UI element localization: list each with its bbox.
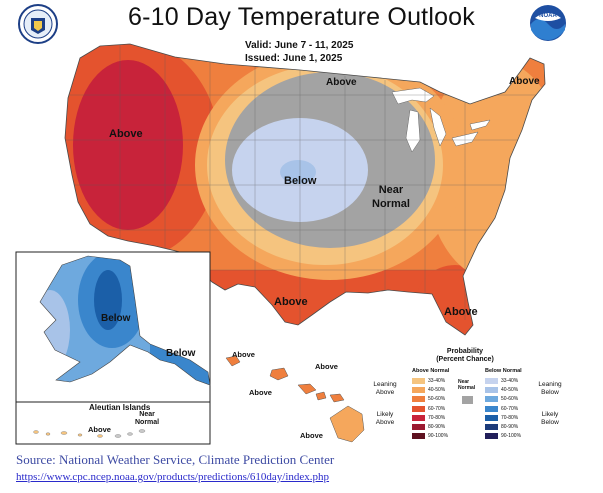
legend-above-bin: 60-70% — [428, 405, 446, 412]
label-panhandle: Below — [166, 348, 196, 359]
label-hawaii-2: Above — [315, 362, 338, 371]
legend-above-bin: 80-90% — [428, 424, 446, 430]
legend-below-swatch — [485, 378, 498, 384]
legend-below-bin: 90-100% — [501, 433, 522, 440]
legend-near-swatch — [462, 396, 473, 404]
label-west: Above — [109, 128, 143, 140]
label-aleutian-east: Near Normal — [135, 411, 160, 426]
legend-above-bin: 40-50% — [428, 387, 446, 394]
legend-above-swatch — [412, 414, 425, 421]
legend-below-bin: 70-80% — [501, 414, 519, 421]
legend-below-swatch — [485, 396, 498, 403]
legend-likely-above: Likely Above — [375, 411, 395, 426]
svg-text:NOAA: NOAA — [539, 13, 557, 19]
legend-below-header: Below Normal — [485, 368, 522, 374]
commerce-seal — [18, 4, 58, 44]
legend-leaning-below: Leaning Below — [538, 381, 562, 396]
legend: Probability (Percent Chance) Above Norma… — [365, 348, 570, 444]
valid-dates: Valid: June 7 - 11, 2025 — [245, 40, 354, 51]
legend-above-bin: 50-60% — [428, 396, 446, 403]
legend-above-swatch — [412, 433, 425, 440]
legend-title: Probability (Percent Chance) — [436, 348, 494, 363]
legend-above-swatch — [412, 405, 425, 412]
legend-below-swatch — [485, 424, 498, 430]
legend-below-bin: 33-40% — [501, 378, 519, 384]
issued-date: Issued: June 1, 2025 — [245, 53, 343, 64]
label-northeast: Above — [509, 76, 540, 87]
label-alaska: Below — [101, 313, 131, 324]
label-florida: Above — [444, 306, 478, 318]
legend-below-bin: 50-60% — [501, 396, 519, 403]
legend-above-swatch — [412, 378, 425, 384]
label-hawaii-1: Above — [232, 350, 255, 359]
legend-below-bin: 80-90% — [501, 424, 519, 430]
legend-near-label: Near Normal — [458, 379, 476, 391]
label-hawaii-4: Above — [300, 431, 323, 440]
label-midwest: Near Normal — [372, 184, 410, 210]
legend-below-swatch — [485, 414, 498, 421]
legend-below-swatch — [485, 433, 498, 440]
noaa-logo: NOAA — [530, 5, 566, 41]
legend-above-bin: 33-40% — [428, 378, 446, 384]
legend-likely-below: Likely Below — [541, 411, 559, 426]
legend-below-bin: 60-70% — [501, 405, 519, 412]
legend-above-swatch — [412, 387, 425, 394]
legend-above-bin: 70-80% — [428, 414, 446, 421]
legend-below-swatch — [485, 405, 498, 412]
legend-above-header: Above Normal — [412, 368, 450, 374]
legend-leaning-above: Leaning Above — [373, 381, 397, 396]
source-link[interactable]: https://www.cpc.ncep.noaa.gov/products/p… — [16, 471, 330, 483]
legend-below-bin: 40-50% — [501, 387, 519, 394]
legend-above-swatch — [412, 396, 425, 403]
map-title: 6-10 Day Temperature Outlook — [128, 3, 475, 31]
label-north: Above — [326, 77, 357, 88]
source-credit: Source: National Weather Service, Climat… — [16, 452, 335, 467]
label-aleutian-west: Above — [88, 425, 111, 434]
label-aleutian-title: Aleutian Islands — [89, 403, 151, 412]
legend-above-swatch — [412, 424, 425, 430]
legend-below-swatch — [485, 387, 498, 394]
legend-above-bin: 90-100% — [428, 433, 449, 440]
label-plains: Below — [284, 175, 317, 187]
label-hawaii-3: Above — [249, 388, 272, 397]
label-texas: Above — [274, 296, 308, 308]
